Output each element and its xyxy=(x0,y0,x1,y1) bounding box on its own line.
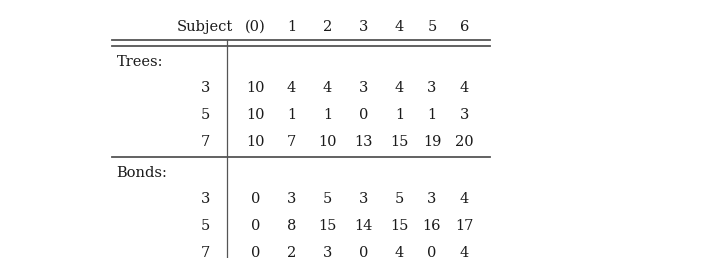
Text: 16: 16 xyxy=(423,219,441,233)
Text: 5: 5 xyxy=(201,219,210,233)
Text: 1: 1 xyxy=(287,108,296,122)
Text: 3: 3 xyxy=(200,192,210,206)
Text: 3: 3 xyxy=(200,81,210,95)
Text: 4: 4 xyxy=(395,20,404,34)
Text: 15: 15 xyxy=(390,135,409,149)
Text: 13: 13 xyxy=(354,135,373,149)
Text: 15: 15 xyxy=(318,219,337,233)
Text: 0: 0 xyxy=(359,246,369,258)
Text: 4: 4 xyxy=(460,81,469,95)
Text: 4: 4 xyxy=(395,246,404,258)
Text: 15: 15 xyxy=(390,219,409,233)
Text: 3: 3 xyxy=(287,192,297,206)
Text: 7: 7 xyxy=(201,135,210,149)
Text: 20: 20 xyxy=(455,135,474,149)
Text: 5: 5 xyxy=(428,20,436,34)
Text: 0: 0 xyxy=(359,108,369,122)
Text: 7: 7 xyxy=(287,135,296,149)
Text: 17: 17 xyxy=(455,219,474,233)
Text: (0): (0) xyxy=(246,20,266,34)
Text: 0: 0 xyxy=(251,219,261,233)
Text: 10: 10 xyxy=(318,135,337,149)
Text: 1: 1 xyxy=(428,108,436,122)
Text: Subject: Subject xyxy=(177,20,233,34)
Text: 5: 5 xyxy=(395,192,404,206)
Text: 0: 0 xyxy=(427,246,437,258)
Text: 7: 7 xyxy=(201,246,210,258)
Text: 5: 5 xyxy=(201,108,210,122)
Text: 3: 3 xyxy=(359,20,369,34)
Text: 3: 3 xyxy=(459,108,469,122)
Text: 4: 4 xyxy=(460,246,469,258)
Text: 4: 4 xyxy=(460,192,469,206)
Text: 1: 1 xyxy=(395,108,404,122)
Text: 5: 5 xyxy=(323,192,332,206)
Text: 4: 4 xyxy=(395,81,404,95)
Text: Bonds:: Bonds: xyxy=(117,166,168,180)
Text: 3: 3 xyxy=(359,192,369,206)
Text: 4: 4 xyxy=(287,81,296,95)
Text: 6: 6 xyxy=(459,20,469,34)
Text: 4: 4 xyxy=(323,81,332,95)
Text: 10: 10 xyxy=(246,108,265,122)
Text: 14: 14 xyxy=(354,219,373,233)
Text: 1: 1 xyxy=(323,108,332,122)
Text: 2: 2 xyxy=(287,246,296,258)
Text: 10: 10 xyxy=(246,135,265,149)
Text: 2: 2 xyxy=(323,20,332,34)
Text: 3: 3 xyxy=(323,246,333,258)
Text: 3: 3 xyxy=(427,81,437,95)
Text: 0: 0 xyxy=(251,246,261,258)
Text: 3: 3 xyxy=(427,192,437,206)
Text: 1: 1 xyxy=(287,20,296,34)
Text: 19: 19 xyxy=(423,135,441,149)
Text: 3: 3 xyxy=(359,81,369,95)
Text: 0: 0 xyxy=(251,192,261,206)
Text: Trees:: Trees: xyxy=(117,55,163,69)
Text: 10: 10 xyxy=(246,81,265,95)
Text: 8: 8 xyxy=(287,219,297,233)
